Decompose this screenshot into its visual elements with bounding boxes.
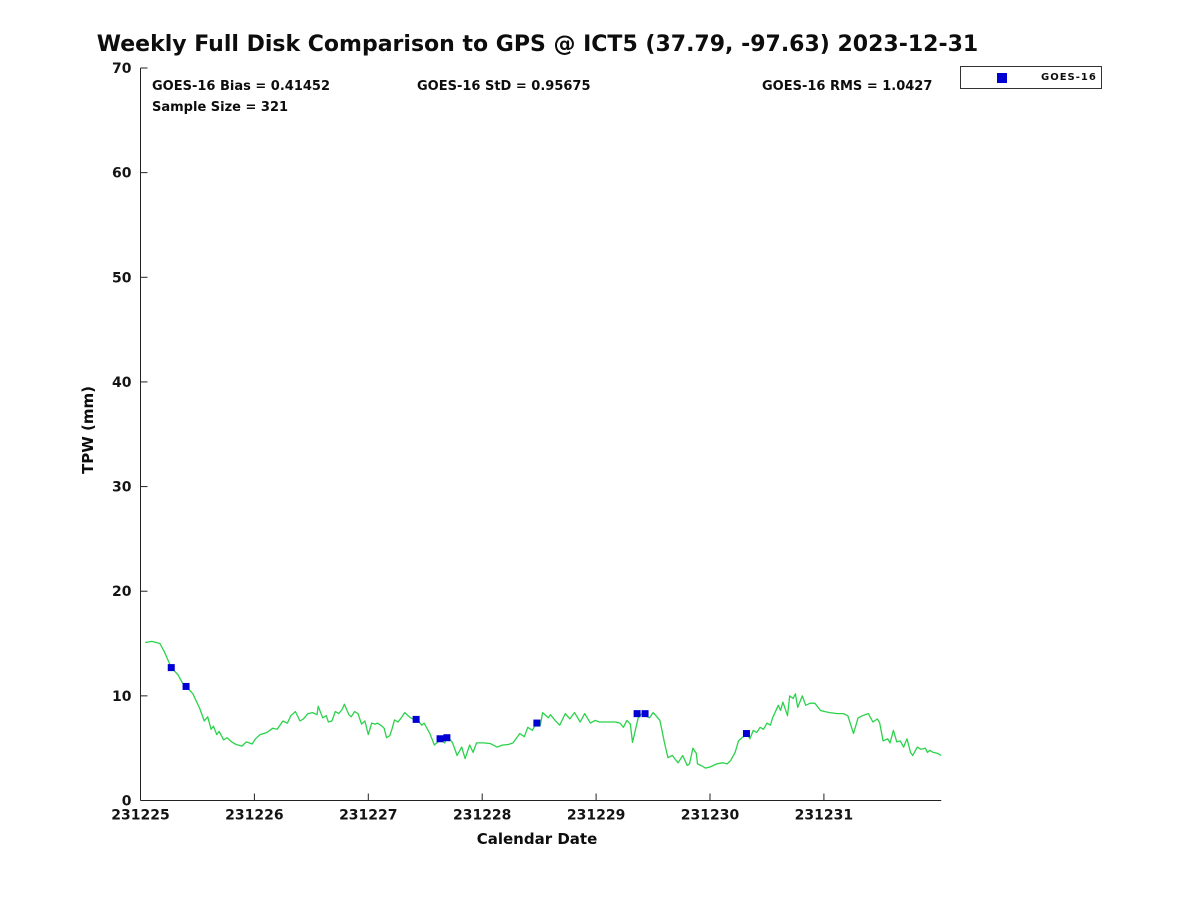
x-tick-label: 231229 [567,808,625,824]
y-tick-label: 40 [112,375,132,391]
y-tick-label: 50 [112,270,132,286]
x-axis-label: Calendar Date [476,830,598,848]
goes16-marker [412,715,420,723]
y-tick-label: 10 [112,689,132,705]
y-tick-label: 20 [112,584,132,600]
y-tick-label: 70 [112,61,132,77]
goes16-marker [443,734,451,742]
goes16-marker [436,735,444,743]
x-tick-label: 231227 [339,808,397,824]
x-tick-label: 231226 [225,808,283,824]
chart-title: Weekly Full Disk Comparison to GPS @ ICT… [96,32,979,57]
y-tick-label: 60 [112,166,132,182]
x-tick-label: 231225 [111,808,169,824]
stat-bias: GOES-16 Bias = 0.41452 [152,79,331,94]
legend-label: GOES-16 [1041,72,1097,83]
goes16-marker [633,710,641,718]
goes16-marker [182,682,190,690]
legend: GOES-16 [960,66,1102,89]
legend-square-marker-icon [997,72,1007,83]
y-tick-label: 30 [112,480,132,496]
goes16-marker [533,719,541,727]
x-tick-label: 231228 [453,808,511,824]
goes16-marker [641,710,649,718]
stat-rms: GOES-16 RMS = 1.0427 [762,79,933,94]
gps-tpw-line [144,640,942,769]
stat-std: GOES-16 StD = 0.95675 [417,79,591,94]
goes16-marker [742,730,750,738]
x-tick-label: 231231 [795,808,853,824]
stat-sample-size: Sample Size = 321 [152,100,289,115]
x-tick-label: 231230 [681,808,740,824]
goes16-marker [167,664,175,672]
y-tick-label: 0 [122,794,132,810]
